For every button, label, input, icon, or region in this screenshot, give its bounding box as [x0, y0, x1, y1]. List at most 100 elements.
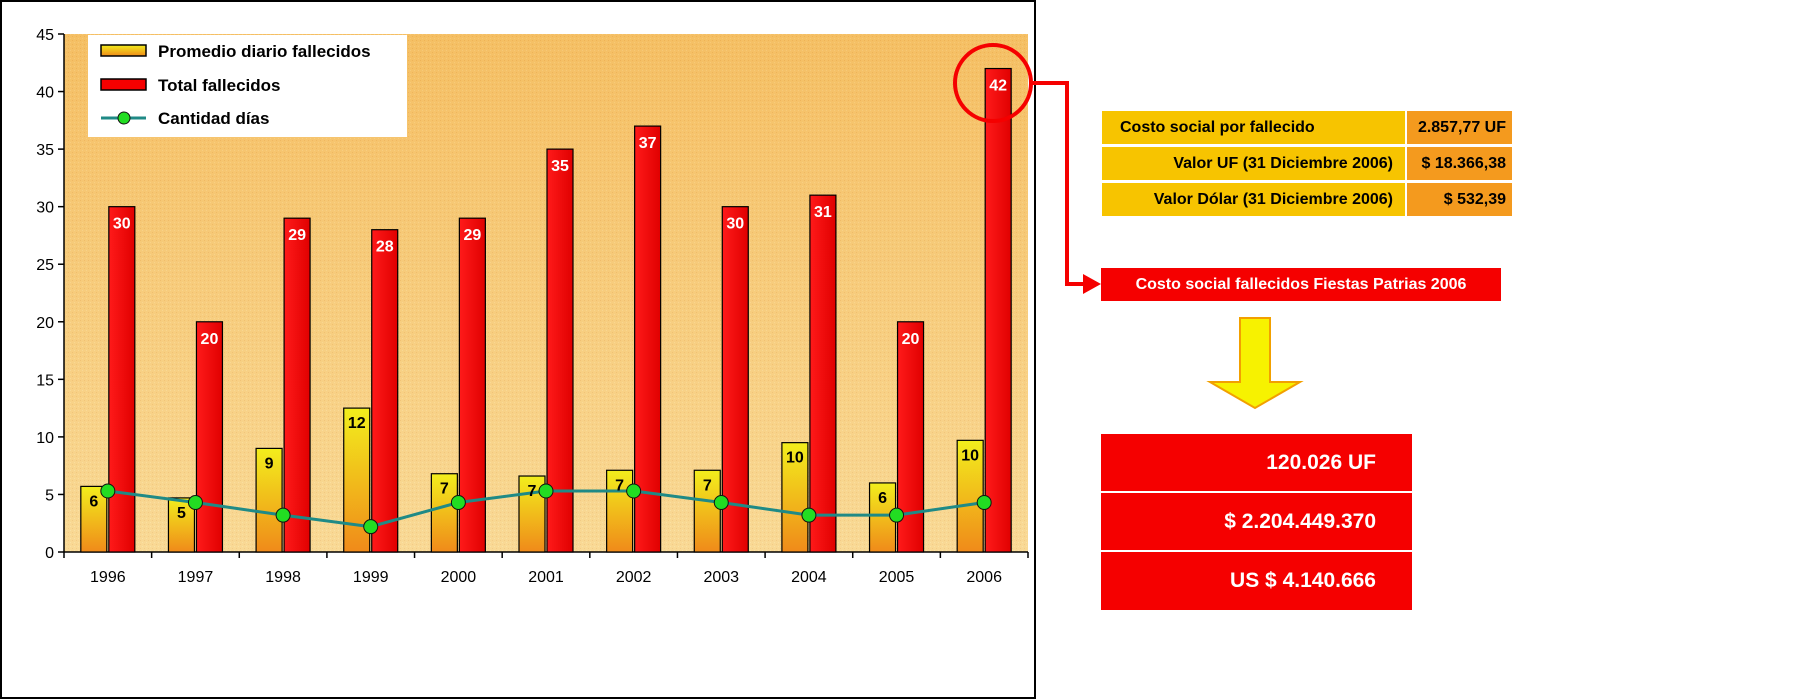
total-bar-label: 42 — [989, 78, 1007, 95]
total-bar-label: 35 — [551, 158, 569, 175]
table-cell-value: 2.857,77 UF — [1407, 111, 1512, 144]
x-tick-label: 1996 — [90, 569, 126, 586]
avg-bar-label: 7 — [615, 477, 624, 494]
y-tick-label: 15 — [36, 372, 54, 389]
x-tick-label: 2003 — [703, 569, 739, 586]
result-box: 120.026 UF $ 2.204.449.370 US $ 4.140.66… — [1101, 434, 1412, 610]
x-tick-label: 2001 — [528, 569, 564, 586]
days-marker — [187, 495, 203, 511]
total-bar — [721, 206, 749, 553]
x-tick-label: 1997 — [178, 569, 214, 586]
y-tick-label: 35 — [36, 142, 54, 159]
y-tick-label: 45 — [36, 27, 54, 44]
avg-bar — [606, 469, 634, 553]
total-bar-label: 29 — [463, 227, 481, 244]
avg-bar — [430, 473, 458, 553]
total-bar — [984, 67, 1012, 553]
result-uf: 120.026 UF — [1266, 451, 1376, 474]
avg-bar-label: 6 — [878, 490, 887, 507]
days-marker — [363, 519, 379, 535]
table-row: Valor Dólar (31 Diciembre 2006) $ 532,39 — [1102, 183, 1512, 216]
avg-bar-label: 10 — [961, 447, 979, 464]
days-marker — [626, 483, 642, 499]
total-bar — [458, 217, 486, 553]
result-pesos: $ 2.204.449.370 — [1224, 510, 1376, 533]
days-marker — [275, 507, 291, 523]
table-cell-label: Valor UF (31 Diciembre 2006) — [1102, 147, 1405, 180]
x-tick-label: 2006 — [966, 569, 1002, 586]
days-marker — [976, 495, 992, 511]
days-marker — [538, 483, 554, 499]
x-tick-label: 1998 — [265, 569, 301, 586]
table-cell-label: Valor Dólar (31 Diciembre 2006) — [1102, 183, 1405, 216]
days-marker — [889, 507, 905, 523]
legend: Promedio diario fallecidos Total falleci… — [88, 35, 407, 137]
total-bar-label: 28 — [376, 239, 394, 256]
avg-bar — [255, 447, 283, 553]
days-marker — [713, 495, 729, 511]
total-bar — [108, 206, 136, 553]
avg-bar-label: 7 — [528, 483, 537, 500]
total-bar-label: 30 — [726, 216, 744, 233]
highlight-circle-2006 — [953, 43, 1033, 123]
table-cell-label: Costo social por fallecido — [1102, 111, 1405, 144]
days-marker — [801, 507, 817, 523]
series-avg-bars — [80, 407, 984, 553]
legend-marker-days — [117, 111, 131, 125]
total-bar — [546, 148, 574, 553]
y-tick-label: 5 — [45, 487, 54, 504]
y-axis: 0 5 10 15 20 25 30 35 40 45 — [36, 27, 65, 562]
total-bar — [809, 194, 837, 553]
data-labels: 6 5 9 12 7 7 7 7 10 6 10 30 20 29 28 29 35 37 30 31 20 42 — [89, 78, 1007, 522]
legend-label-avg: Promedio diario fallecidos — [158, 42, 371, 61]
total-bar-label: 30 — [113, 216, 131, 233]
x-axis: 1996 1997 1998 1999 2000 2001 2002 2003 2004 2005… — [63, 551, 1029, 586]
result-banner: Costo social fallecidos Fiestas Patrias … — [1101, 268, 1501, 301]
avg-bar-label: 6 — [89, 493, 98, 510]
avg-bar-label: 12 — [348, 415, 366, 432]
avg-bar — [80, 485, 108, 553]
legend-label-total: Total fallecidos — [158, 76, 281, 95]
y-tick-label: 20 — [36, 315, 54, 332]
y-tick-label: 40 — [36, 85, 54, 102]
result-divider — [1101, 550, 1412, 552]
total-bar — [371, 229, 399, 553]
total-bar — [634, 125, 662, 553]
total-bar-label: 20 — [902, 331, 920, 348]
total-bar-label: 20 — [201, 331, 219, 348]
x-tick-label: 2000 — [441, 569, 477, 586]
days-marker — [100, 483, 116, 499]
y-tick-label: 30 — [36, 200, 54, 217]
days-marker — [450, 495, 466, 511]
avg-bar-label: 5 — [177, 505, 186, 522]
legend-label-days: Cantidad días — [158, 109, 269, 128]
y-tick-label: 10 — [36, 430, 54, 447]
table-row: Valor UF (31 Diciembre 2006) $ 18.366,38 — [1102, 147, 1512, 180]
total-bar-label: 37 — [639, 135, 657, 152]
avg-bar — [693, 469, 721, 553]
avg-bar-label: 10 — [786, 450, 804, 467]
avg-bar-label: 7 — [440, 481, 449, 498]
y-tick-label: 0 — [45, 545, 54, 562]
legend-swatch-total — [100, 78, 147, 91]
y-tick-label: 25 — [36, 257, 54, 274]
x-tick-label: 2005 — [879, 569, 915, 586]
table-cell-value: $ 532,39 — [1407, 183, 1512, 216]
series-total-bars — [108, 67, 1012, 553]
avg-bar-label: 9 — [265, 455, 274, 472]
x-tick-label: 2004 — [791, 569, 827, 586]
legend-swatch-avg — [100, 44, 147, 57]
result-divider — [1101, 491, 1412, 493]
series-days-line — [100, 483, 992, 535]
table-cell-value: $ 18.366,38 — [1407, 147, 1512, 180]
x-tick-label: 1999 — [353, 569, 389, 586]
avg-bar — [781, 442, 809, 553]
table-row: Costo social por fallecido 2.857,77 UF — [1102, 111, 1512, 144]
total-bar-label: 29 — [288, 227, 306, 244]
avg-bar-label: 7 — [703, 477, 712, 494]
total-bar — [283, 217, 311, 553]
result-usd: US $ 4.140.666 — [1230, 569, 1376, 592]
total-bar-label: 31 — [814, 204, 832, 221]
